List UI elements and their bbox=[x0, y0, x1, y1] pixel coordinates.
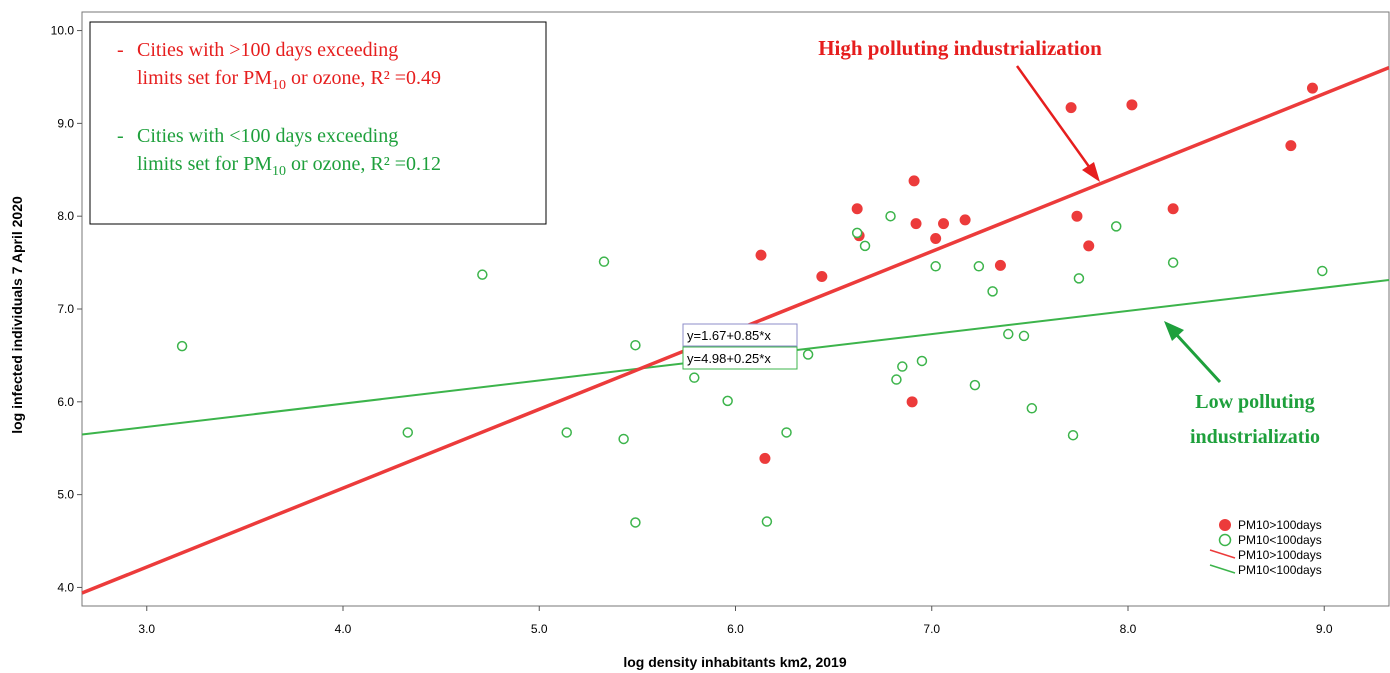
low-polluting-label-line2: industrializatio bbox=[1190, 426, 1320, 448]
point-low bbox=[176, 340, 188, 352]
annotation-high-line1: Cities with >100 days exceeding bbox=[137, 39, 398, 61]
legend-marker-open bbox=[1218, 533, 1232, 547]
point-high bbox=[1083, 240, 1095, 252]
point-high bbox=[930, 232, 942, 244]
point-low bbox=[630, 339, 641, 351]
legend-line bbox=[1209, 549, 1236, 559]
point-low bbox=[973, 261, 985, 272]
x-tick-label: 5.0 bbox=[531, 622, 548, 636]
high-polluting-arrow bbox=[1015, 65, 1100, 182]
point-high bbox=[906, 396, 918, 408]
annotation-bullet-low: - bbox=[117, 125, 124, 147]
equation-label-low: y=4.98+0.25*x bbox=[682, 346, 798, 370]
point-low bbox=[781, 427, 792, 438]
point-low bbox=[1026, 403, 1038, 414]
point-low bbox=[1018, 330, 1030, 342]
low-polluting-label-line1: Low polluting bbox=[1195, 391, 1314, 413]
point-low bbox=[969, 379, 981, 391]
point-low bbox=[618, 433, 629, 445]
legend-marker-filled bbox=[1219, 519, 1231, 531]
annotation-low-line2: limits set for PM10 or ozone, R² =0.12 bbox=[137, 153, 441, 179]
point-low bbox=[802, 349, 814, 360]
point-high bbox=[1126, 99, 1138, 111]
y-axis: 4.0 5.0 6.0 7.0 8.0 9.0 10.0 bbox=[51, 24, 82, 594]
annotation-low-line1: Cities with <100 days exceeding bbox=[137, 125, 398, 147]
point-low bbox=[916, 355, 928, 367]
point-low bbox=[477, 269, 488, 280]
low-polluting-arrow bbox=[1164, 321, 1222, 384]
point-low bbox=[1167, 257, 1179, 268]
point-high bbox=[755, 249, 767, 261]
legend-label: PM10>100days bbox=[1238, 518, 1322, 532]
point-low bbox=[987, 286, 998, 297]
x-axis-title: log density inhabitants km2, 2019 bbox=[623, 654, 847, 670]
point-high bbox=[1065, 102, 1077, 114]
annotation-high-line2: limits set for PM10 or ozone, R² =0.49 bbox=[137, 67, 441, 93]
x-tick-label: 3.0 bbox=[138, 622, 155, 636]
point-high bbox=[994, 259, 1006, 271]
point-high bbox=[816, 271, 828, 283]
x-tick-label: 9.0 bbox=[1316, 622, 1333, 636]
point-high bbox=[1071, 210, 1083, 222]
y-tick-label: 10.0 bbox=[51, 24, 75, 38]
x-tick-label: 7.0 bbox=[923, 622, 940, 636]
data-points bbox=[176, 82, 1328, 528]
point-low bbox=[859, 240, 871, 252]
annotation-bullet-high: - bbox=[117, 39, 124, 61]
point-low bbox=[561, 427, 572, 438]
svg-text:y=4.98+0.25*x: y=4.98+0.25*x bbox=[687, 351, 771, 366]
y-tick-label: 8.0 bbox=[57, 209, 74, 223]
point-high bbox=[1167, 203, 1179, 215]
point-low bbox=[761, 516, 773, 527]
point-low bbox=[689, 372, 700, 383]
x-tick-label: 8.0 bbox=[1120, 622, 1137, 636]
y-tick-label: 5.0 bbox=[57, 488, 74, 502]
point-high bbox=[1285, 140, 1297, 152]
point-high bbox=[851, 203, 863, 215]
y-axis-title: log infected individuals 7 April 2020 bbox=[9, 196, 25, 434]
legend-label: PM10<100days bbox=[1238, 533, 1322, 547]
x-tick-label: 6.0 bbox=[727, 622, 744, 636]
legend-line bbox=[1209, 564, 1236, 574]
point-low bbox=[722, 395, 733, 407]
point-low bbox=[630, 517, 641, 528]
svg-text:y=1.67+0.85*x: y=1.67+0.85*x bbox=[687, 328, 771, 343]
point-low bbox=[1317, 265, 1328, 277]
point-high bbox=[759, 452, 771, 464]
equation-label-high: y=1.67+0.85*x bbox=[682, 323, 798, 347]
y-tick-label: 7.0 bbox=[57, 302, 74, 316]
x-tick-label: 4.0 bbox=[335, 622, 352, 636]
point-low bbox=[897, 361, 908, 372]
legend-label: PM10<100days bbox=[1238, 563, 1322, 577]
y-tick-label: 6.0 bbox=[57, 395, 74, 409]
point-low bbox=[885, 210, 896, 222]
high-polluting-label: High polluting industrialization bbox=[818, 36, 1102, 60]
point-low bbox=[891, 374, 902, 385]
point-high bbox=[959, 214, 971, 226]
annotation-box: - Cities with >100 days exceeding limits… bbox=[89, 21, 547, 225]
point-high bbox=[938, 218, 950, 230]
point-high bbox=[910, 218, 922, 230]
point-high bbox=[908, 175, 920, 187]
legend-label: PM10>100days bbox=[1238, 548, 1322, 562]
point-low bbox=[402, 427, 414, 438]
point-low bbox=[1110, 221, 1122, 232]
point-low bbox=[930, 261, 941, 272]
y-tick-label: 4.0 bbox=[57, 580, 74, 594]
legend: PM10>100daysPM10<100daysPM10>100daysPM10… bbox=[1209, 518, 1322, 577]
point-low bbox=[851, 227, 863, 239]
point-high bbox=[1306, 82, 1318, 94]
x-axis: 3.0 4.0 5.0 6.0 7.0 8.0 9.0 bbox=[138, 606, 1333, 636]
point-low bbox=[1003, 328, 1014, 340]
point-low bbox=[598, 256, 610, 267]
point-low bbox=[1073, 273, 1085, 284]
y-tick-label: 9.0 bbox=[57, 116, 74, 130]
point-low bbox=[1067, 429, 1079, 441]
